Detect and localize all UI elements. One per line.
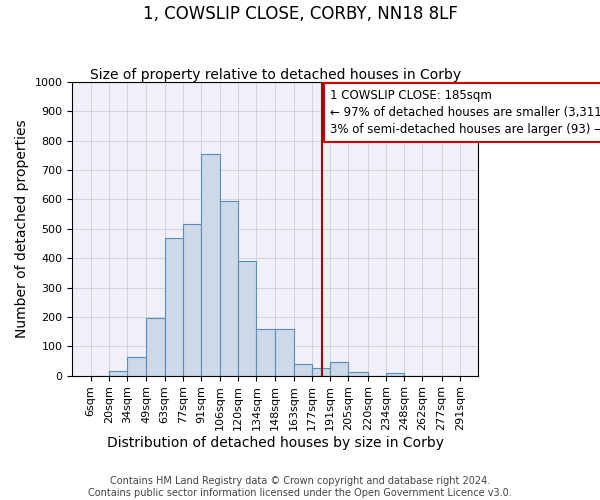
Bar	[275, 328, 294, 376]
Text: 1 COWSLIP CLOSE: 185sqm
← 97% of detached houses are smaller (3,311)
3% of semi-: 1 COWSLIP CLOSE: 185sqm ← 97% of detache…	[330, 90, 600, 136]
Bar	[238, 261, 256, 376]
Bar	[349, 372, 368, 376]
Bar	[109, 372, 127, 376]
Bar	[146, 318, 164, 376]
Text: 1, COWSLIP CLOSE, CORBY, NN18 8LF: 1, COWSLIP CLOSE, CORBY, NN18 8LF	[143, 5, 457, 23]
Bar	[182, 224, 201, 376]
Bar	[201, 154, 220, 376]
Text: Contains HM Land Registry data © Crown copyright and database right 2024.
Contai: Contains HM Land Registry data © Crown c…	[88, 476, 512, 498]
Bar	[164, 238, 182, 376]
Bar	[312, 368, 330, 376]
Bar	[220, 200, 238, 376]
Bar	[127, 356, 146, 376]
Bar	[294, 364, 312, 376]
Bar	[386, 373, 404, 376]
Y-axis label: Number of detached properties: Number of detached properties	[15, 120, 29, 338]
Title: Size of property relative to detached houses in Corby: Size of property relative to detached ho…	[89, 68, 461, 82]
X-axis label: Distribution of detached houses by size in Corby: Distribution of detached houses by size …	[107, 436, 443, 450]
Bar	[256, 328, 275, 376]
Bar	[330, 362, 349, 376]
